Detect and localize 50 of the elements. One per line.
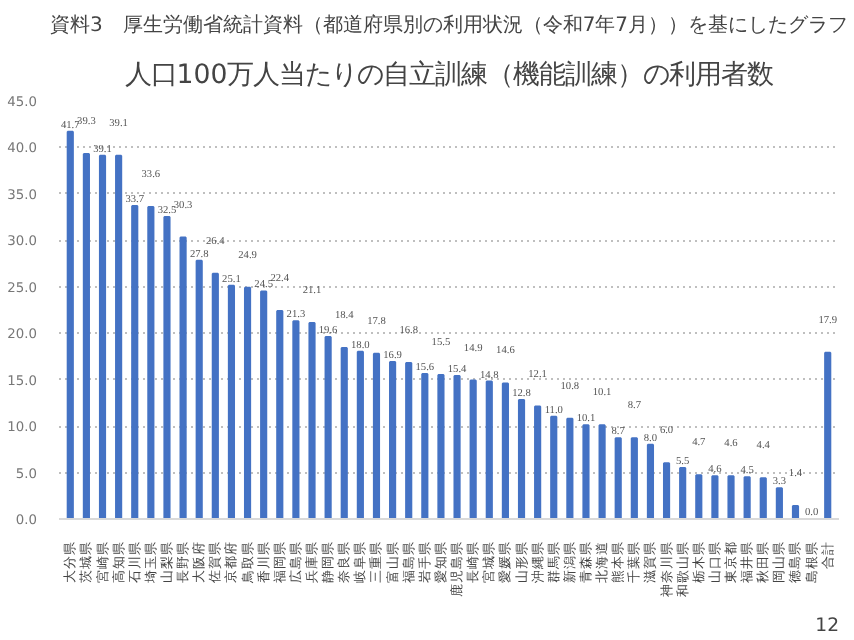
bar [727, 475, 735, 519]
bar [195, 259, 203, 519]
bar [115, 154, 123, 519]
bar [340, 347, 348, 519]
bar [598, 424, 606, 519]
bar [662, 462, 671, 519]
bar [356, 350, 364, 519]
bar [131, 204, 139, 519]
bar [82, 152, 90, 519]
bar [759, 477, 767, 519]
bar [437, 374, 445, 519]
bar [630, 437, 638, 519]
bar [211, 272, 219, 519]
bar [711, 475, 719, 519]
bar [501, 382, 509, 519]
bar [582, 424, 590, 519]
bar [679, 466, 687, 519]
bar [695, 474, 703, 519]
bar [147, 205, 155, 519]
bar [324, 335, 332, 519]
bar [421, 373, 429, 519]
bar [308, 322, 316, 519]
bar [534, 405, 542, 519]
bar [66, 130, 74, 519]
chart-title: 人口100万人当たりの自立訓練（機能訓練）の利用者数 [124, 59, 774, 91]
bar [389, 361, 397, 519]
bar [469, 379, 477, 519]
text: 12 [815, 615, 840, 637]
bar [550, 415, 558, 519]
bar [276, 309, 284, 519]
bar [372, 352, 381, 519]
bar [646, 443, 655, 519]
bar [743, 476, 751, 519]
bar [243, 286, 252, 519]
bar [292, 320, 300, 519]
bar [566, 417, 574, 519]
bar [485, 380, 493, 519]
bar [614, 437, 622, 519]
bar [775, 487, 783, 519]
bar [260, 290, 268, 519]
bar [179, 236, 187, 519]
bar [98, 154, 107, 519]
chart-subtitle: 資料3 厚生労働省統計資料（都道府県別の利用状況（令和7年7月））を基にしたグラフ [49, 13, 849, 37]
bar [453, 374, 461, 519]
bar [405, 361, 413, 519]
bar [163, 216, 171, 519]
bar [791, 505, 800, 519]
bar [517, 399, 526, 519]
bar [227, 284, 236, 519]
bar [824, 351, 832, 519]
